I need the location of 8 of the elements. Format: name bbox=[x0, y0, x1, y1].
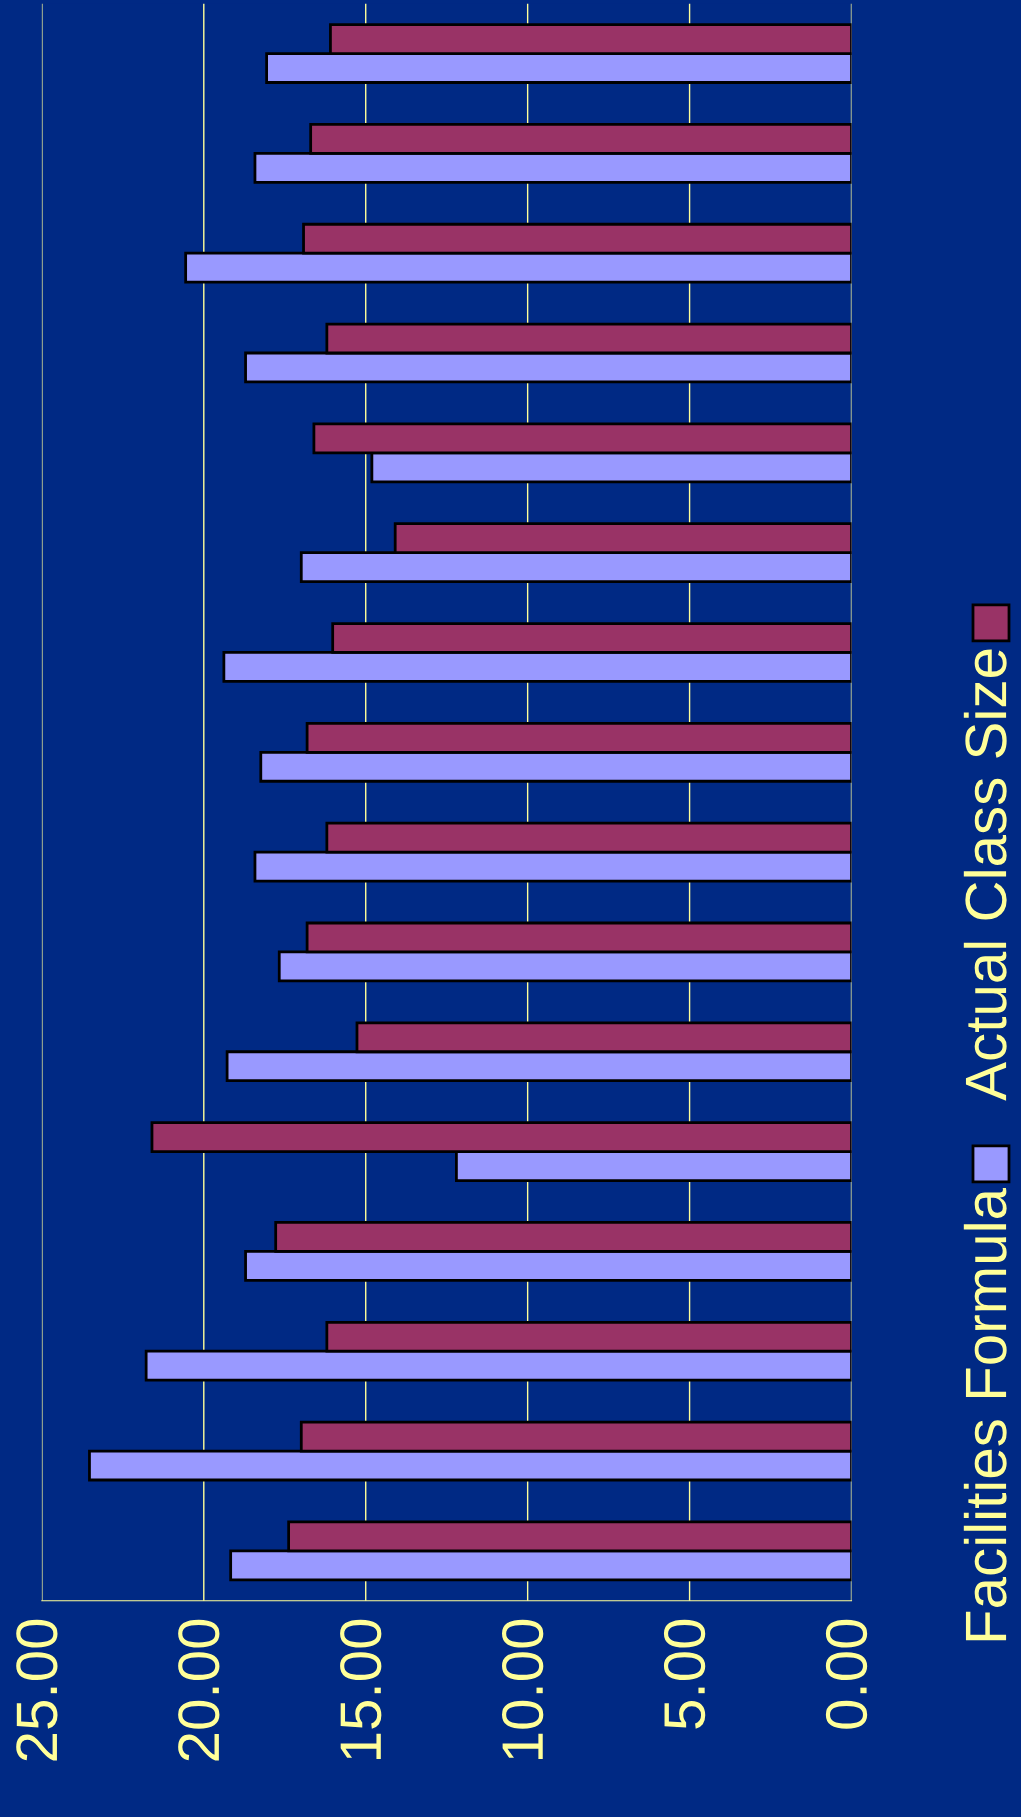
x-tick-label: 0.00 bbox=[825, 1619, 868, 1729]
x-tick-label: 5.00 bbox=[663, 1619, 706, 1729]
x-tick-label: 10.00 bbox=[502, 1619, 544, 1759]
x-tick-label: 15.00 bbox=[340, 1619, 382, 1759]
legend-label: Actual Class Size bbox=[963, 649, 1007, 1101]
x-tick-label: 20.00 bbox=[178, 1619, 220, 1761]
legend-label: Facilities Formula bbox=[963, 1187, 1007, 1641]
x-tick-label: 25.00 bbox=[16, 1619, 58, 1761]
